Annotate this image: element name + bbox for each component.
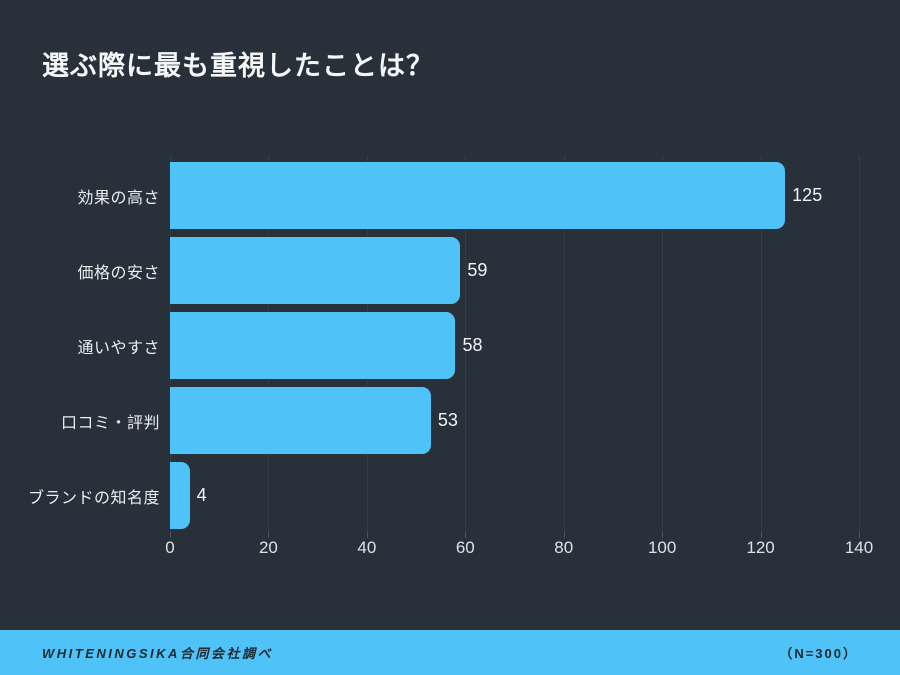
x-axis-tick	[760, 532, 762, 538]
category-label: ブランドの知名度	[27, 489, 160, 507]
chart-title: 選ぶ際に最も重視したことは？	[42, 51, 434, 81]
gridline-x120	[760, 155, 762, 532]
x-axis-tick	[859, 532, 860, 538]
x-tick-label: 80	[554, 538, 574, 557]
gridline-x60	[465, 155, 467, 532]
x-tick-label: 0	[165, 538, 175, 557]
category-label: 口コミ・評判	[60, 414, 160, 432]
bar-value-label: 53	[437, 410, 458, 430]
bar-5	[170, 462, 190, 529]
category-label: 効果の高さ	[77, 189, 160, 207]
x-tick-label: 120	[746, 538, 775, 557]
bar-value-label: 125	[792, 185, 823, 205]
gridline-x80	[563, 155, 565, 532]
x-axis-tick	[366, 532, 368, 538]
x-axis-tick	[465, 532, 467, 538]
category-label: 価格の安さ	[77, 264, 160, 282]
bar-value-label: 58	[462, 335, 483, 355]
x-tick-label: 60	[455, 538, 475, 557]
x-axis-tick	[170, 532, 171, 538]
category-label: 通いやすさ	[77, 339, 160, 357]
footer-sample-size: （N=300）	[779, 646, 858, 661]
x-axis-tick	[268, 532, 270, 538]
bar-value-label: 59	[467, 260, 488, 280]
bar-2	[170, 237, 461, 304]
footer-source-label: WHITENINGSIKA合同会社調べ	[42, 646, 273, 661]
x-tick-label: 40	[357, 538, 377, 557]
x-axis-tick	[662, 532, 664, 538]
gridline-x100	[662, 155, 664, 532]
footer-banner: WHITENINGSIKA合同会社調べ （N=300）	[0, 630, 900, 675]
bar-1	[170, 162, 786, 229]
bar-value-label: 4	[196, 485, 207, 505]
x-tick-label: 100	[647, 538, 677, 557]
bar-3	[170, 312, 456, 379]
gridline-x140	[859, 155, 860, 532]
x-axis-tick	[563, 532, 565, 538]
bar-4	[170, 387, 431, 454]
x-tick-label: 140	[844, 538, 874, 557]
x-tick-label: 20	[258, 538, 278, 557]
